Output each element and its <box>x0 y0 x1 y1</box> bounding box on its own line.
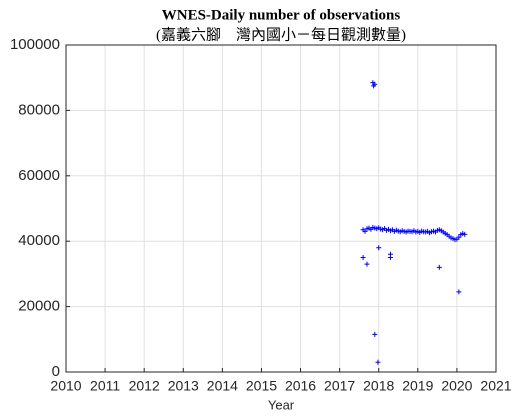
x-tick-label: 2019 <box>402 378 433 394</box>
point <box>360 255 366 261</box>
point <box>375 359 381 365</box>
x-tick-label: 2014 <box>207 378 238 394</box>
x-tick-label: 2017 <box>324 378 355 394</box>
x-tick-label: 2020 <box>441 378 472 394</box>
point <box>372 81 378 87</box>
x-tick-label: 2010 <box>50 378 81 394</box>
x-tick-label: 2018 <box>363 378 394 394</box>
x-tick-label: 2015 <box>246 378 277 394</box>
point <box>376 245 382 251</box>
point <box>372 331 378 337</box>
x-tick-label: 2013 <box>168 378 199 394</box>
point <box>362 228 368 234</box>
point <box>456 289 462 295</box>
y-tick-label: 60000 <box>18 167 60 184</box>
y-tick-label: 40000 <box>18 232 60 249</box>
point <box>462 231 468 237</box>
point <box>387 255 393 261</box>
x-tick-label: 2011 <box>90 378 120 394</box>
x-tick-label: 2012 <box>129 378 160 394</box>
y-tick-label: 100000 <box>10 36 60 53</box>
chart-title: WNES-Daily number of observations <box>162 7 401 23</box>
y-tick-label: 0 <box>52 363 60 380</box>
x-tick-label: 2016 <box>285 378 316 394</box>
y-tick-label: 20000 <box>18 298 60 315</box>
chart-subtitle: (嘉義六腳 灣內國小－每日觀測數量) <box>156 26 406 43</box>
point <box>436 264 442 270</box>
point <box>456 234 462 240</box>
point <box>364 261 370 267</box>
x-axis-label: Year <box>268 397 295 412</box>
plot-frame <box>65 44 497 373</box>
x-tick-label: 2021 <box>480 378 511 394</box>
y-tick-label: 80000 <box>18 101 60 118</box>
